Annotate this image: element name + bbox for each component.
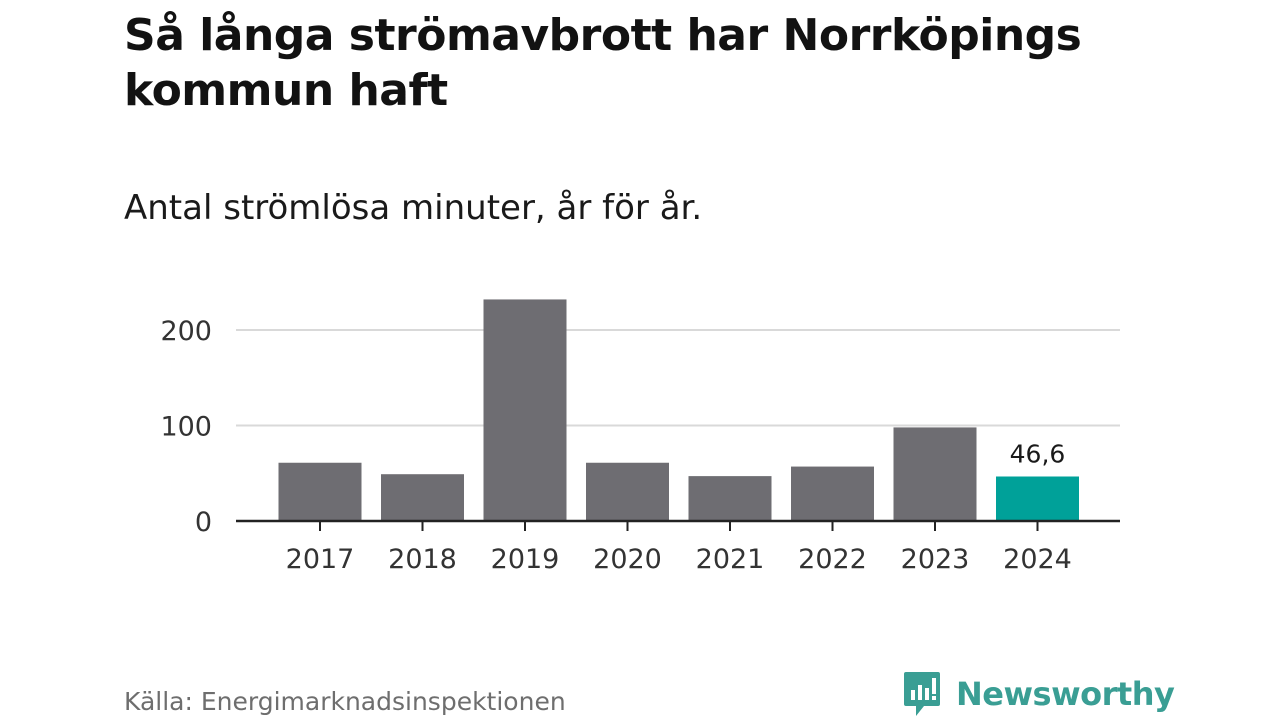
- y-tick-label: 100: [160, 412, 212, 443]
- newsworthy-logo-icon: [904, 672, 940, 716]
- x-tick-label-2018: 2018: [388, 544, 457, 575]
- bar-2022: [791, 466, 874, 521]
- x-tick-label-2024: 2024: [1003, 544, 1072, 575]
- x-tick-label-2023: 2023: [901, 544, 970, 575]
- x-axis: [236, 519, 1120, 531]
- x-tick-label-2021: 2021: [696, 544, 765, 575]
- source-note: Källa: Energimarknadsinspektionen: [124, 687, 566, 716]
- brand-logo: Newsworthy: [902, 670, 1175, 718]
- chart-subtitle: Antal strömlösa minuter, år för år.: [124, 188, 703, 228]
- gridlines: [236, 329, 1120, 427]
- bar-chart: 0 100 200 2017 2018 2019 2020 2021 2022 2023 2024 4…: [160, 299, 1120, 575]
- data-label-2024: 46,6: [1010, 439, 1066, 468]
- bars: [278, 299, 1079, 521]
- x-tick-label-2020: 2020: [593, 544, 662, 575]
- labels: 0 100 200 2017 2018 2019 2020 2021 2022 2023 2024 4…: [160, 316, 1071, 575]
- brand-name: Newsworthy: [956, 675, 1175, 713]
- y-tick-label: 0: [195, 507, 212, 538]
- bar-2021: [688, 476, 772, 521]
- x-tick-label-2022: 2022: [798, 544, 867, 575]
- chart-title: Så långa strömavbrott har Norrköpings ko…: [124, 10, 1082, 116]
- x-tick-label-2019: 2019: [491, 544, 560, 575]
- bar-2020: [586, 462, 669, 521]
- bar-2019: [483, 299, 567, 521]
- y-tick-label: 200: [160, 316, 212, 347]
- bar-2023: [893, 427, 977, 521]
- x-tick-label-2017: 2017: [286, 544, 355, 575]
- bar-2017: [278, 462, 362, 521]
- bar-2018: [381, 474, 464, 521]
- bar-2024: [996, 476, 1079, 521]
